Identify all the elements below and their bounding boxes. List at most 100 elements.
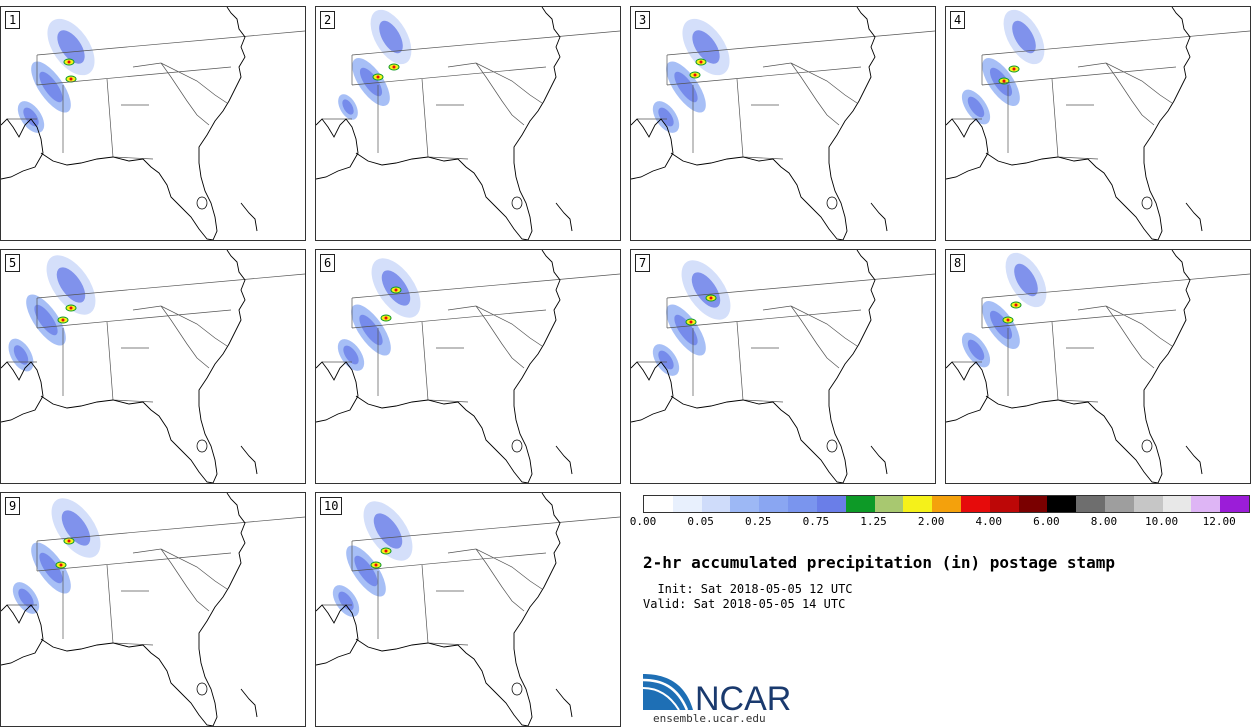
precip-area — [39, 552, 63, 584]
panel-number: 4 — [950, 11, 966, 29]
map-panel-1: 1 — [0, 6, 306, 241]
chart-title: 2-hr accumulated precipitation (in) post… — [643, 553, 1116, 572]
map-boundary — [1, 493, 246, 726]
colorbar-swatch — [701, 496, 731, 512]
map-boundary — [1185, 202, 1203, 232]
map-boundary — [316, 250, 561, 483]
colorbar-tick-label: 10.00 — [1145, 515, 1179, 528]
colorbar-swatch — [1018, 496, 1048, 512]
panel-number: 10 — [320, 497, 343, 515]
precip-map — [316, 250, 620, 483]
panel-number: 7 — [635, 254, 651, 272]
precip-map — [1, 493, 305, 726]
map-boundary — [637, 273, 935, 403]
precip-map — [316, 7, 620, 240]
colorbar-swatch — [845, 496, 875, 512]
precip-map — [316, 493, 620, 726]
logo-url: ensemble.ucar.edu — [653, 712, 766, 725]
map-panel-2: 2 — [315, 6, 621, 241]
map-boundary — [511, 439, 523, 453]
map-boundary — [316, 7, 561, 240]
colorbar-tick-label: 8.00 — [1090, 515, 1118, 528]
map-boundary — [7, 516, 305, 646]
colorbar-swatch — [1133, 496, 1163, 512]
colorbar-tick-label: 0.05 — [687, 515, 714, 528]
map-boundary — [196, 439, 208, 453]
map-panel-3: 3 — [630, 6, 936, 241]
precip-map — [631, 250, 935, 483]
map-boundary — [946, 7, 1191, 240]
precip-area — [674, 71, 698, 103]
map-boundary — [555, 688, 573, 718]
precip-area — [379, 20, 403, 54]
map-panel-5: 5 — [0, 249, 306, 484]
map-boundary — [322, 30, 620, 160]
precip-area — [34, 304, 58, 336]
precip-map — [946, 250, 1250, 483]
panel-number: 8 — [950, 254, 966, 272]
map-boundary — [7, 273, 305, 403]
map-boundary — [1185, 445, 1203, 475]
colorbar-tick-label: 2.00 — [917, 515, 945, 528]
precip-area — [354, 555, 378, 587]
colorbar-swatch — [644, 496, 673, 512]
precip-area — [359, 67, 383, 97]
precip-area — [56, 267, 86, 303]
precip-area — [989, 310, 1013, 340]
colorbar-swatch — [759, 496, 789, 512]
colorbar-swatch — [1191, 496, 1221, 512]
map-boundary — [631, 250, 876, 483]
map-boundary — [240, 202, 258, 232]
colorbar-swatch — [788, 496, 817, 512]
map-boundary — [952, 273, 1250, 403]
precip-area — [373, 513, 403, 549]
colorbar-swatch — [874, 496, 904, 512]
colorbar-tick-label: 12.00 — [1202, 515, 1236, 528]
map-boundary — [240, 445, 258, 475]
map-boundary — [240, 688, 258, 718]
map-boundary — [7, 30, 305, 160]
colorbar-swatch — [1047, 496, 1077, 512]
precip-area — [658, 350, 674, 370]
colorbar-swatch — [1220, 496, 1250, 512]
colorbar-tick-label: 4.00 — [975, 515, 1002, 528]
precip-area — [692, 30, 720, 64]
colorbar-swatch — [903, 496, 933, 512]
init-time: Init: Sat 2018-05-05 12 UTC — [643, 582, 853, 596]
map-boundary — [511, 196, 523, 210]
precip-map — [1, 250, 305, 483]
panel-number: 3 — [635, 11, 651, 29]
map-boundary — [555, 202, 573, 232]
colorbar-swatch — [672, 496, 702, 512]
precip-area — [13, 345, 29, 365]
map-boundary — [555, 445, 573, 475]
map-panel-4: 4 — [945, 6, 1251, 241]
precip-area — [1014, 263, 1038, 297]
panel-number: 2 — [320, 11, 336, 29]
map-boundary — [1, 250, 246, 483]
map-boundary — [631, 7, 876, 240]
colorbar-labels: 0.00 0.05 0.25 0.75 1.25 2.00 4.00 6.00 8.00 10.0… — [630, 515, 1248, 529]
precip-area — [23, 107, 39, 127]
precip-area — [1012, 20, 1036, 54]
panel-number: 5 — [5, 254, 21, 272]
panel-number: 6 — [320, 254, 336, 272]
map-boundary — [946, 250, 1191, 483]
colorbar-tick-label: 6.00 — [1033, 515, 1060, 528]
precip-colorbar — [643, 495, 1250, 513]
valid-time: Valid: Sat 2018-05-05 14 UTC — [643, 597, 846, 611]
map-panel-6: 6 — [315, 249, 621, 484]
map-boundary — [1141, 196, 1153, 210]
map-boundary — [637, 30, 935, 160]
colorbar-swatch — [1162, 496, 1192, 512]
map-boundary — [870, 445, 888, 475]
precip-area — [39, 71, 63, 103]
map-boundary — [1, 7, 246, 240]
map-boundary — [196, 196, 208, 210]
precip-area — [338, 591, 354, 611]
colorbar-tick-label: 1.25 — [860, 515, 887, 528]
map-panel-8: 8 — [945, 249, 1251, 484]
precip-area — [967, 96, 985, 118]
precip-area — [57, 30, 85, 64]
colorbar-swatch — [932, 496, 961, 512]
